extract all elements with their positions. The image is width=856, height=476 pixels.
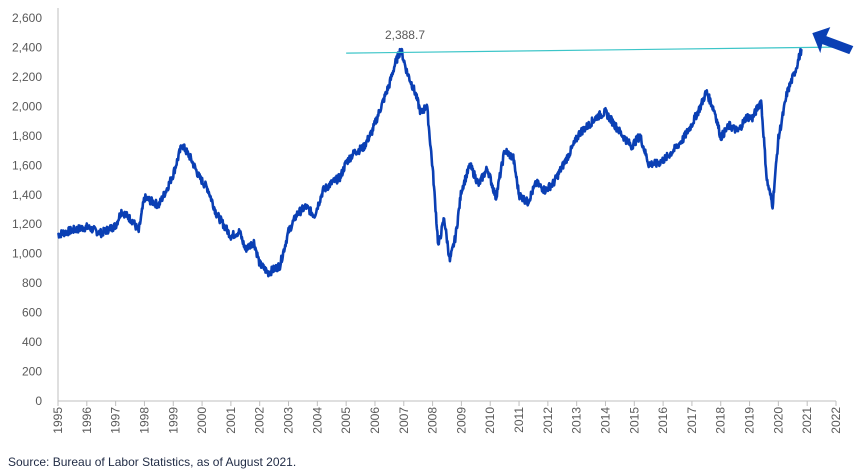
x-tick-label: 2010 (483, 407, 497, 434)
x-tick-label: 2020 (771, 407, 785, 434)
x-tick-label: 2005 (339, 407, 353, 434)
y-tick-label: 1,000 (12, 247, 42, 261)
x-tick-label: 1997 (109, 407, 123, 434)
y-tick-label: 800 (22, 276, 42, 290)
x-tick-label: 2004 (310, 407, 324, 434)
series-line (56, 47, 803, 278)
x-tick-label: 1996 (80, 407, 94, 434)
x-tick-label: 2013 (570, 407, 584, 434)
source-note: Source: Bureau of Labor Statistics, as o… (8, 455, 297, 469)
x-tick-label: 2001 (224, 407, 238, 434)
x-tick-label: 2000 (195, 407, 209, 434)
x-tick-label: 2021 (800, 407, 814, 434)
x-tick-label: 2006 (368, 407, 382, 434)
x-tick-label: 2008 (426, 407, 440, 434)
reference-line (346, 46, 834, 54)
line-chart: 0 200 400 600 800 1,000 1,200 1,400 1,600 1,800 2,… (12, 8, 854, 434)
y-axis: 0 200 400 600 800 1,000 1,200 1,400 1,600 1,800 2,… (12, 8, 59, 408)
x-tick-label: 2002 (253, 407, 267, 434)
annotations: 2,388.7 (346, 27, 854, 55)
x-tick-label: 2009 (454, 407, 468, 434)
x-tick-label: 2016 (656, 407, 670, 434)
x-tick-label: 2015 (627, 407, 641, 434)
x-tick-label: 2011 (512, 407, 526, 433)
x-tick-label: 2017 (685, 407, 699, 434)
x-tick-label: 1998 (137, 407, 151, 434)
plot-area (56, 47, 803, 278)
y-tick-label: 1,800 (12, 129, 42, 143)
y-tick-label: 2,200 (12, 70, 42, 84)
x-tick-label: 2003 (282, 407, 296, 434)
x-tick-label: 2018 (714, 407, 728, 434)
y-tick-label: 600 (22, 306, 42, 320)
x-tick-label: 1999 (166, 407, 180, 434)
x-tick-label: 2014 (598, 407, 612, 434)
y-tick-label: 1,200 (12, 217, 42, 231)
y-tick-label: 400 (22, 335, 42, 349)
y-tick-label: 1,600 (12, 158, 42, 172)
y-tick-label: 2,000 (12, 99, 42, 113)
x-tick-label: 1995 (51, 407, 65, 434)
x-tick-label: 2012 (541, 407, 555, 434)
y-tick-label: 0 (35, 394, 42, 408)
x-tick-label: 2019 (743, 407, 757, 434)
y-tick-label: 1,400 (12, 188, 42, 202)
x-axis: 1995 1996 1997 1998 1999 2000 2001 2002 2003 2004… (51, 400, 843, 434)
x-tick-label: 2022 (829, 407, 843, 434)
y-tick-label: 2,600 (12, 11, 42, 25)
y-tick-label: 2,400 (12, 40, 42, 54)
arrow-icon (812, 27, 854, 55)
y-tick-label: 200 (22, 365, 42, 379)
x-tick-label: 2007 (397, 407, 411, 434)
reference-label: 2,388.7 (385, 28, 425, 42)
